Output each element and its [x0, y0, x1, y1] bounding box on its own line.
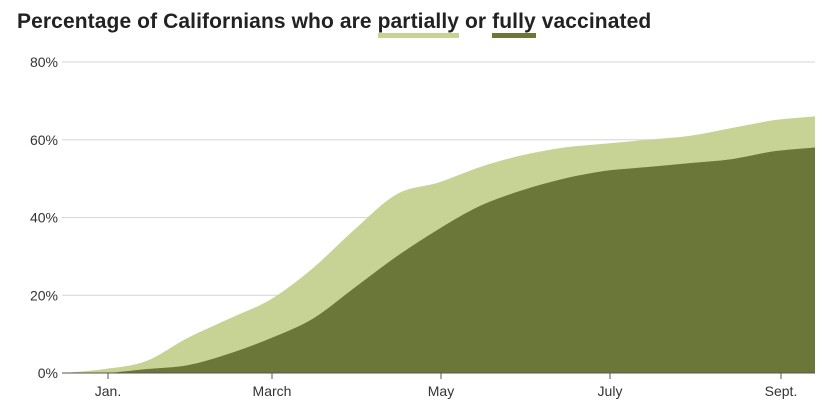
x-tick-label: May: [428, 383, 454, 399]
x-tick-label: Sept.: [765, 383, 798, 399]
chart-title: Percentage of Californians who are parti…: [17, 8, 651, 38]
x-tick-label: July: [598, 383, 623, 399]
x-tick-label: Jan.: [95, 383, 121, 399]
title-connector: or: [459, 10, 493, 33]
y-tick-label: 60%: [30, 132, 58, 148]
title-suffix: vaccinated: [535, 10, 652, 33]
y-tick-label: 0%: [38, 365, 58, 381]
legend-partially-label: partially: [377, 11, 460, 38]
y-tick-label: 40%: [30, 210, 58, 226]
x-tick-label: March: [253, 383, 292, 399]
axes: 0% 20% 40% 60% 80% Jan. March May July Sept.: [30, 54, 815, 399]
areas: [62, 116, 815, 374]
area-fully: [62, 147, 815, 373]
title-prefix: Percentage of Californians who are: [17, 10, 378, 33]
y-tick-label: 20%: [30, 287, 58, 303]
y-tick-label: 80%: [30, 54, 58, 70]
legend-fully-label: fully: [492, 11, 536, 38]
